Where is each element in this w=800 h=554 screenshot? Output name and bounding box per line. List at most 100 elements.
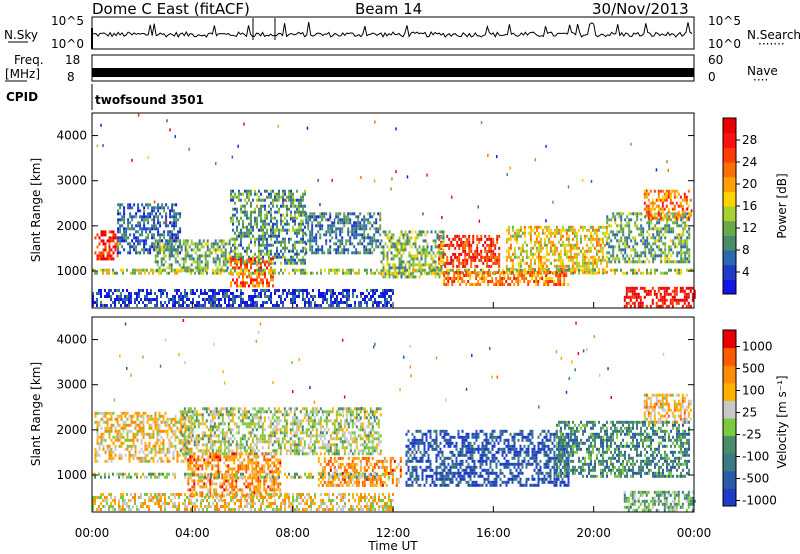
power-range-cell	[323, 251, 326, 255]
velocity-range-cell	[207, 437, 210, 441]
power-range-cell	[686, 260, 689, 264]
power-range-cell	[465, 283, 468, 286]
power-range-cell	[353, 221, 356, 225]
power-range-cell	[658, 254, 661, 258]
power-range-cell	[286, 219, 288, 223]
power-scatter-echo	[506, 173, 508, 177]
velocity-range-cell	[96, 432, 99, 436]
power-range-cell	[317, 230, 320, 234]
power-range-cell	[569, 255, 572, 259]
power-range-cell	[367, 218, 370, 222]
power-range-cell	[144, 271, 146, 275]
power-range-cell	[276, 237, 278, 241]
power-range-cell	[595, 252, 598, 256]
velocity-range-cell	[160, 459, 163, 463]
power-range-cell	[622, 254, 625, 258]
power-range-cell	[355, 233, 358, 237]
power-range-cell	[312, 289, 314, 292]
power-range-cell	[551, 277, 554, 280]
power-range-cell	[378, 304, 380, 307]
power-range-cell	[491, 277, 494, 280]
power-range-cell	[644, 242, 647, 246]
power-range-cell	[240, 298, 242, 301]
power-range-cell	[636, 271, 638, 275]
power-range-cell	[400, 254, 403, 258]
power-range-cell	[160, 260, 163, 264]
power-range-cell	[156, 248, 159, 252]
power-range-cell	[123, 206, 126, 210]
power-range-cell	[294, 231, 296, 235]
power-range-cell	[382, 263, 385, 267]
power-range-cell	[262, 231, 264, 235]
power-range-cell	[378, 301, 380, 304]
power-range-cell	[236, 252, 238, 256]
power-range-cell	[172, 304, 174, 307]
velocity-range-cell	[152, 444, 155, 448]
power-range-cell	[434, 268, 436, 272]
power-range-cell	[434, 242, 437, 246]
power-range-cell	[260, 295, 262, 298]
power-range-cell	[606, 221, 609, 225]
power-scatter-echo	[590, 179, 593, 183]
power-range-cell	[341, 236, 344, 240]
power-range-cell	[686, 239, 689, 243]
power-range-cell	[294, 298, 296, 301]
velocity-range-cell	[94, 456, 97, 460]
power-range-cell	[488, 246, 491, 250]
power-range-cell	[232, 213, 234, 217]
power-range-cell	[117, 221, 120, 225]
power-range-cell	[173, 209, 176, 213]
power-range-cell	[220, 271, 222, 275]
power-range-cell	[274, 261, 276, 265]
velocity-range-cell	[215, 434, 218, 438]
power-range-cell	[665, 189, 668, 193]
power-range-cell	[145, 242, 148, 246]
velocity-range-cell	[197, 425, 200, 429]
velocity-range-cell	[217, 437, 220, 441]
power-range-cell	[416, 248, 419, 252]
power-range-cell	[104, 268, 106, 272]
power-range-cell	[92, 301, 94, 304]
power-range-cell	[509, 258, 512, 262]
power-range-cell	[350, 268, 352, 272]
power-range-cell	[402, 266, 405, 270]
velocity-range-cell	[98, 441, 101, 445]
power-range-cell	[511, 258, 514, 262]
power-range-cell	[589, 246, 592, 250]
power-range-cell	[470, 258, 473, 262]
power-range-cell	[300, 213, 302, 217]
power-range-cell	[544, 268, 546, 272]
power-range-cell	[206, 254, 209, 258]
power-range-cell	[386, 251, 389, 255]
power-range-cell	[343, 224, 346, 228]
power-range-cell	[361, 236, 364, 240]
power-range-cell	[666, 218, 669, 222]
power-range-cell	[649, 304, 652, 308]
power-range-cell	[638, 227, 641, 231]
velocity-range-cell	[144, 411, 147, 415]
velocity-range-cell	[211, 416, 214, 420]
power-range-cell	[382, 245, 385, 249]
power-range-cell	[418, 251, 421, 255]
velocity-range-cell	[174, 417, 177, 421]
power-range-cell	[595, 264, 598, 268]
power-range-cell	[398, 251, 401, 255]
velocity-range-cell	[183, 416, 186, 420]
power-range-cell	[496, 240, 499, 244]
power-range-cell	[254, 292, 256, 295]
power-range-cell	[414, 239, 417, 243]
velocity-range-cell	[166, 435, 169, 439]
velocity-range-cell	[182, 441, 185, 445]
power-range-cell	[563, 228, 566, 232]
power-range-cell	[545, 264, 548, 268]
velocity-range-cell	[190, 450, 193, 454]
power-range-cell	[681, 198, 684, 202]
power-range-cell	[254, 278, 256, 282]
power-range-cell	[529, 261, 532, 265]
power-range-cell	[234, 213, 236, 217]
power-range-cell	[284, 216, 286, 220]
velocity-range-cell	[148, 414, 151, 418]
power-range-cell	[349, 230, 352, 234]
power-range-cell	[654, 224, 657, 228]
power-range-cell	[480, 268, 482, 272]
